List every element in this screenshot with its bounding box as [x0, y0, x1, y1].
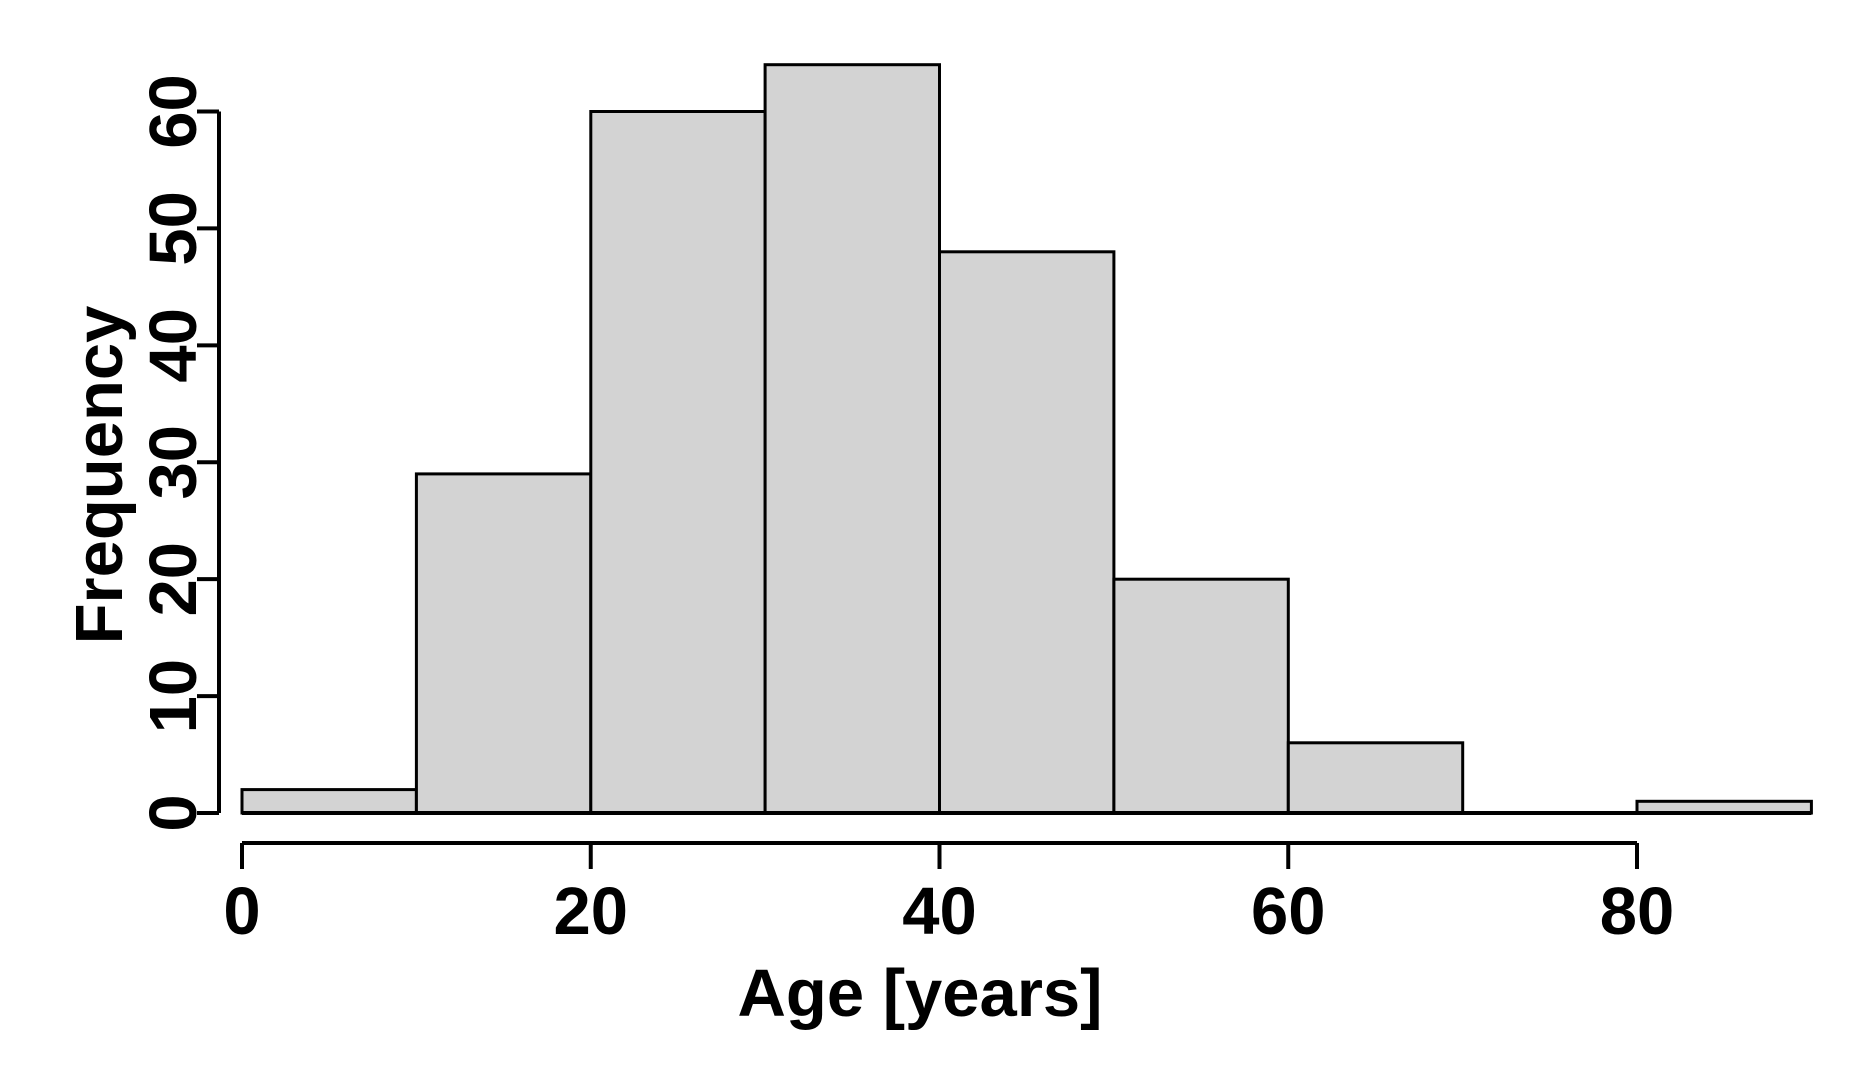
x-tick-label-40: 40 [902, 874, 977, 949]
x-tick-label-60: 60 [1251, 874, 1326, 949]
histogram-bar-0-10 [240, 788, 418, 815]
y-tick-label-0: 0 [136, 794, 211, 831]
x-tick-label-20: 20 [554, 874, 629, 949]
y-axis-title: Frequency [62, 306, 137, 645]
y-tick-label-30: 30 [136, 425, 211, 500]
histogram-bar-20-30 [589, 110, 767, 815]
y-tick-label-60: 60 [136, 74, 211, 149]
histogram-bar-60-70 [1286, 741, 1465, 815]
histogram-bars [240, 63, 1813, 815]
y-tick-label-40: 40 [136, 308, 211, 383]
x-axis-title: Age [years] [738, 956, 1103, 1031]
y-tick-label-20: 20 [136, 542, 211, 617]
x-tick-label-0: 0 [223, 874, 260, 949]
histogram-bar-50-60 [1112, 577, 1290, 815]
histogram-bar-30-40 [763, 63, 941, 815]
y-tick-label-50: 50 [136, 191, 211, 266]
histogram-bar-40-50 [938, 250, 1116, 815]
histogram-bar-10-20 [414, 472, 593, 815]
x-tick-label-80: 80 [1600, 874, 1675, 949]
y-tick-label-10: 10 [136, 659, 211, 734]
x-axis: 0 20 40 60 80 [223, 841, 1675, 949]
y-axis: 0 10 20 30 40 50 60 [136, 74, 221, 832]
